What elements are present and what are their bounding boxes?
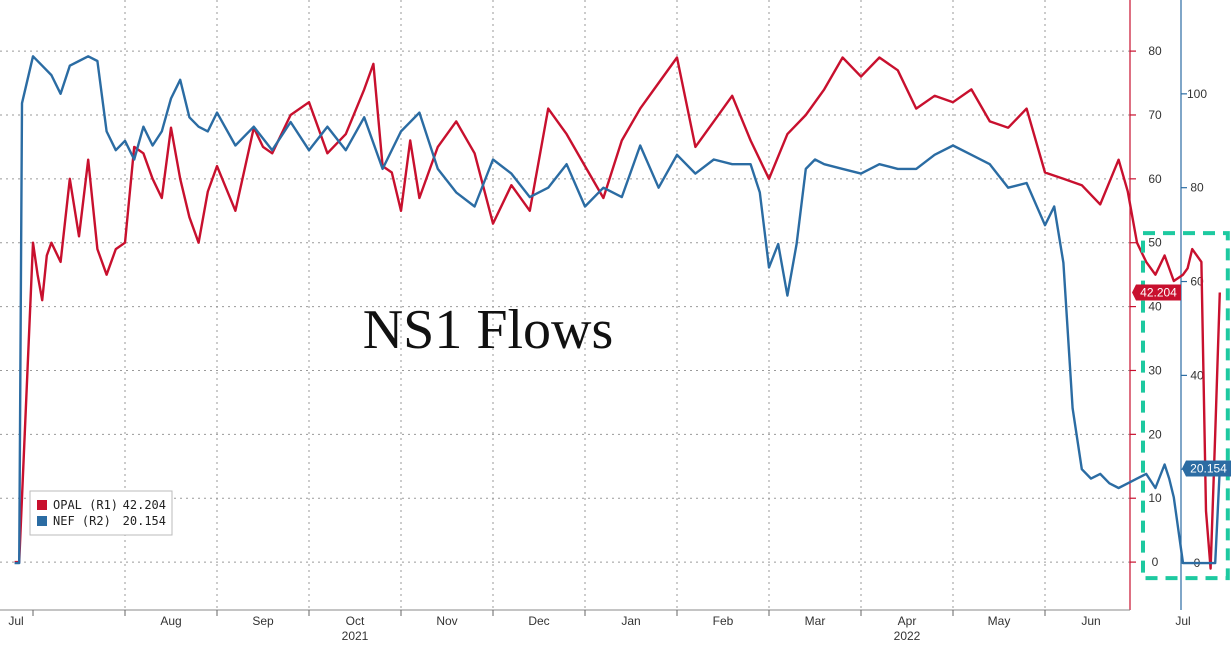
x-tick-label-1: Aug [160, 614, 181, 628]
x-tick-label-7: Feb [713, 614, 734, 628]
series [14, 55, 1221, 570]
badge-label-opal: 42.204 [1140, 286, 1177, 300]
left-tick-label-40: 40 [1148, 300, 1162, 314]
badge-bg-opal [1132, 284, 1181, 301]
badge-label-nef: 20.154 [1190, 462, 1227, 476]
x-year-label-1: 2022 [894, 629, 921, 643]
x-tick-label-3: Oct [346, 614, 365, 628]
legend-swatch-nef [37, 516, 47, 526]
badge-bg-nef [1182, 460, 1231, 477]
left-tick-label-80: 80 [1148, 44, 1162, 58]
chart-title: NS1 Flows [363, 299, 614, 361]
axes: 01020304050607080020406080100JulAugSepOc… [0, 0, 1207, 643]
left-tick-label-0: 0 [1152, 555, 1159, 569]
right-tick-label-80: 80 [1190, 181, 1204, 195]
series-line-nef [14, 55, 1221, 565]
series-line-opal [14, 56, 1221, 570]
x-tick-label-4: Nov [436, 614, 457, 628]
x-tick-label-12: Jul [1175, 614, 1190, 628]
x-year-label-0: 2021 [342, 629, 369, 643]
legend-value-nef: 20.154 [123, 514, 166, 528]
left-tick-label-10: 10 [1148, 491, 1162, 505]
x-tick-label-11: Jun [1081, 614, 1100, 628]
left-tick-label-70: 70 [1148, 108, 1162, 122]
right-tick-label-100: 100 [1187, 87, 1207, 101]
x-tick-label-9: Apr [898, 614, 917, 628]
grid [0, 0, 1130, 610]
legend-label-opal: OPAL (R1) [53, 498, 118, 512]
x-tick-label-10: May [988, 614, 1011, 628]
x-tick-label-2: Sep [252, 614, 274, 628]
legend-box [29, 490, 173, 536]
left-tick-label-30: 30 [1148, 363, 1162, 377]
right-tick-label-40: 40 [1190, 368, 1204, 382]
left-tick-label-60: 60 [1148, 172, 1162, 186]
left-tick-label-20: 20 [1148, 427, 1162, 441]
highlight-box [1141, 231, 1230, 581]
x-tick-label-5: Dec [528, 614, 549, 628]
legend-value-opal: 42.204 [123, 498, 166, 512]
highlight-rect [1141, 231, 1230, 581]
last-value-badges: 42.204 20.154 [1132, 284, 1231, 477]
legend-label-nef: NEF (R2) [53, 514, 111, 528]
x-tick-label-8: Mar [805, 614, 826, 628]
x-tick-label-6: Jan [621, 614, 640, 628]
x-tick-label-0: Jul [8, 614, 23, 628]
legend: OPAL (R1) 42.204 NEF (R2) 20.154 [29, 490, 173, 536]
left-tick-label-50: 50 [1148, 236, 1162, 250]
legend-swatch-opal [37, 500, 47, 510]
